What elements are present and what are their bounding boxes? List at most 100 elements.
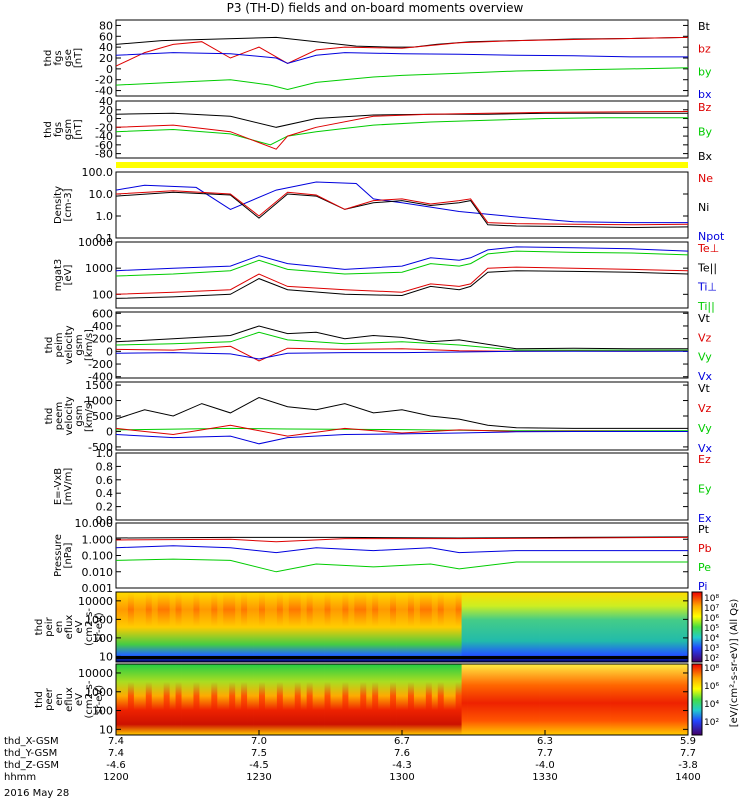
peer_eflux-tick-label: 10 xyxy=(99,723,113,736)
pressure-series-Pi xyxy=(115,545,688,554)
peer_eflux-column xyxy=(199,664,206,735)
peer_eflux-column xyxy=(229,664,236,735)
peer_eflux-column xyxy=(652,664,659,735)
peer_eflux-column xyxy=(574,664,582,735)
efield-tick-label: 1.0 xyxy=(96,447,114,460)
peir_eflux-column xyxy=(485,592,492,662)
fgs_gsm-tick-label: -80 xyxy=(95,148,113,161)
peir_eflux-column xyxy=(455,592,462,662)
peir_eflux-column xyxy=(139,592,147,662)
peer_eflux-column xyxy=(503,664,510,735)
peir_eflux-column xyxy=(443,592,451,662)
peer_eflux-column xyxy=(223,664,230,735)
peir_eflux-column xyxy=(366,592,373,662)
peer_eflux-column xyxy=(491,664,498,735)
fgs_gse-tick-label: 60 xyxy=(99,30,113,43)
peir_eflux-column xyxy=(133,592,141,662)
peim_velocity-legend-1: Vz xyxy=(698,331,712,344)
peim_velocity-tick-label: 400 xyxy=(92,320,113,333)
peer_eflux-column xyxy=(336,664,343,735)
peer_eflux-column xyxy=(181,664,188,735)
peer_eflux-column xyxy=(151,664,159,735)
x-row-value: 1400 xyxy=(675,772,700,783)
peer_eflux-column xyxy=(616,664,623,735)
peer_eflux-column xyxy=(509,664,516,735)
peem_velocity-legend-2: Vy xyxy=(698,422,712,435)
fgs_gsm-legend-1: By xyxy=(698,126,713,139)
date-label: 2016 May 28 xyxy=(4,788,70,799)
peer_eflux-ylabel: sr-eV) xyxy=(94,685,105,714)
fgs_gse-tick-label: 40 xyxy=(99,41,113,54)
efield-frame xyxy=(115,452,689,521)
pressure-tick-label: 0.100 xyxy=(82,550,114,563)
density-ylabel: Density xyxy=(53,186,64,224)
peer_eflux-column xyxy=(372,664,379,735)
pressure-tick-label: 1.000 xyxy=(82,533,114,546)
fgs_gsm-series-Bz xyxy=(115,111,689,150)
peim_velocity-ylabel: [km/s] xyxy=(84,329,95,361)
peir_eflux-column xyxy=(491,592,498,662)
colorbar-tick: 10⁸ xyxy=(704,594,719,604)
peir_eflux-column xyxy=(264,592,272,662)
peer_eflux-column xyxy=(342,664,349,735)
peer_eflux-column xyxy=(318,664,325,735)
temperature-legend-1: Te|| xyxy=(697,261,717,274)
peir_eflux-column xyxy=(533,592,540,662)
peer_eflux-column xyxy=(264,664,272,735)
x-row-label: thd_Z-GSM xyxy=(4,760,59,771)
peir_eflux-column xyxy=(425,592,433,662)
fgs_gsm-ylabel: gsm xyxy=(63,119,74,140)
peer_eflux-column xyxy=(294,664,302,735)
fgs_gsm-ylabel: fgs xyxy=(53,122,64,137)
peer_eflux-ylabel: eflux xyxy=(64,687,75,712)
peer_eflux-column xyxy=(568,664,576,735)
peir_eflux-column xyxy=(324,592,331,662)
peer_eflux-column xyxy=(396,664,403,735)
colorbar-electron xyxy=(691,663,703,736)
pressure-series-Pt xyxy=(115,536,689,539)
peem_velocity-ylabel: velocity xyxy=(64,396,75,435)
fgs_gse-ylabel: fgs xyxy=(53,50,64,65)
density-legend-0: Ne xyxy=(698,172,713,185)
fgs_gse-tick-label: 0 xyxy=(106,63,113,76)
density-tick-label: 1.0 xyxy=(96,210,114,223)
peim_velocity-ylabel: velocity xyxy=(64,325,75,364)
peim_velocity-legend-2: Vy xyxy=(698,351,712,364)
peer_eflux-column xyxy=(545,664,552,735)
fgs_gse-tick-label: 20 xyxy=(99,52,113,65)
peir_eflux-column xyxy=(116,592,123,662)
peir_eflux-column xyxy=(670,592,677,662)
peer_eflux-column xyxy=(533,664,540,735)
peir_eflux-column xyxy=(163,592,171,662)
peir_eflux-column xyxy=(217,592,224,662)
temperature-ylabel: [eV] xyxy=(63,265,74,286)
x-row-label: thd_Y-GSM xyxy=(4,748,57,759)
peir_eflux-column xyxy=(610,592,617,662)
flag_bar-bar xyxy=(116,162,688,168)
x-row-value: -4.6 xyxy=(106,760,126,771)
peir_eflux-column xyxy=(157,592,165,662)
peem_velocity-series-Vx xyxy=(115,431,688,445)
peir_eflux-column xyxy=(205,592,212,662)
peer_eflux-column xyxy=(402,664,409,735)
peim_velocity-ylabel: peim xyxy=(54,332,65,357)
fgs_gsm-tick-label: -40 xyxy=(95,130,113,143)
efield-tick-label: 0.2 xyxy=(96,501,114,514)
density-frame xyxy=(115,171,689,239)
fgs_gse-ylabel: thd xyxy=(43,50,54,67)
peer_eflux-column xyxy=(646,664,653,735)
peer_eflux-column xyxy=(217,664,224,735)
efield-ylabel: [mV/m] xyxy=(63,468,74,506)
peer_eflux-column xyxy=(306,664,314,735)
peer_eflux-column xyxy=(527,664,534,735)
peim_velocity-series-Vx xyxy=(115,350,688,360)
peer_eflux-column xyxy=(235,664,242,735)
colorbar-tick: 10⁴ xyxy=(704,634,719,644)
peer_eflux-column xyxy=(384,664,391,735)
peer_eflux-column xyxy=(461,664,468,735)
peer_eflux-ylabel: eV xyxy=(74,693,85,706)
peer_eflux-column xyxy=(127,664,135,735)
x-row-value: 7.6 xyxy=(394,748,410,759)
peir_eflux-column xyxy=(187,592,194,662)
